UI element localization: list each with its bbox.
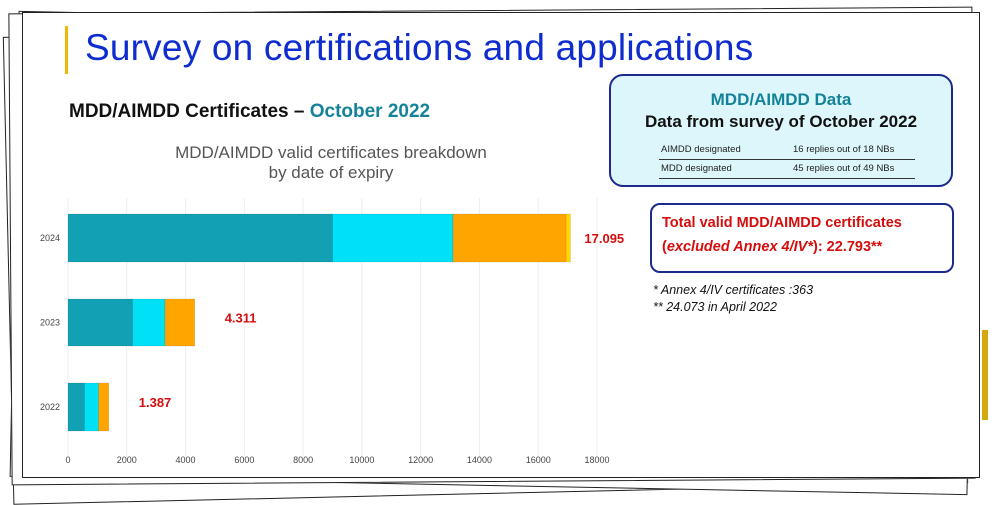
bar-total-label: 1.387 [139,395,172,410]
y-category-label: 2024 [40,233,60,243]
bar-total-label: 4.311 [225,311,257,326]
sheet-gold-edge [982,330,988,420]
bar-segment [565,213,571,263]
survey-info-box: MDD/AIMDD Data Data from survey of Octob… [609,74,953,187]
bar-segment [132,298,166,347]
footnote-annex: * Annex 4/IV certificates :363 [653,283,814,297]
y-category-label: 2022 [40,402,60,412]
stacked-bar-chart: 0 2000 4000 6000 8000 10000 12000 14000 16000 180… [40,198,624,465]
slide: Survey on certifications and application… [22,12,980,478]
x-tick-label: 6000 [234,455,254,465]
title-accent-bar [65,26,68,74]
y-category-label: 2023 [40,318,60,328]
x-tick-label: 16000 [526,455,551,465]
survey-row-value: 16 replies out of 18 NBs [793,144,895,155]
bar-segment [67,213,333,263]
total-value: ): 22.793** [812,239,883,255]
bar-segment [67,298,133,347]
chart-title-line-2: by date of expiry [268,163,394,182]
survey-row-mdd: MDD designated 45 replies out of 49 NBs [659,161,915,179]
bar-segment [332,213,454,263]
total-excluded-note: excluded Annex 4/IV* [666,239,813,255]
bar-segment [84,382,99,432]
subtitle-date: October 2022 [309,101,431,122]
x-tick-label: 4000 [176,455,196,465]
survey-row-label: MDD designated [661,163,732,174]
chart-subtitle: MDD/AIMDD Certificates – October 2022 [69,101,430,123]
survey-row-value: 45 replies out of 49 NBs [793,163,895,174]
total-line-1: Total valid MDD/AIMDD certificates [662,215,902,231]
x-tick-label: 18000 [584,455,609,465]
survey-info-subheading: Data from survey of October 2022 [644,112,918,131]
x-tick-label: 10000 [349,455,374,465]
bar-total-label: 17.095 [584,231,624,246]
bar-segment [452,213,567,263]
x-tick-label: 14000 [467,455,492,465]
chart-title-line-1: MDD/AIMDD valid certificates breakdown [175,143,487,162]
chart-title: MDD/AIMDD valid certificates breakdown b… [131,143,531,183]
x-tick-label: 2000 [117,455,137,465]
x-tick-label: 0 [65,455,70,465]
slide-title: Survey on certifications and application… [85,27,754,68]
survey-row-label: AIMDD designated [661,144,741,155]
subtitle-prefix: MDD/AIMDD Certificates – [69,101,310,122]
bar-segment [67,382,85,432]
survey-row-aimdd: AIMDD designated 16 replies out of 18 NB… [659,142,915,160]
bar-segment [164,298,195,347]
total-certificates-box: Total valid MDD/AIMDD certificates (excl… [650,203,954,273]
total-paren-open: ( [662,239,667,255]
x-tick-label: 8000 [293,455,313,465]
total-line-2: (excluded Annex 4/IV*): 22.793** [662,239,882,255]
x-tick-label: 12000 [408,455,433,465]
bar-segment [98,382,110,432]
survey-info-heading: MDD/AIMDD Data [710,90,852,109]
footnote-april: ** 24.073 in April 2022 [653,300,777,314]
